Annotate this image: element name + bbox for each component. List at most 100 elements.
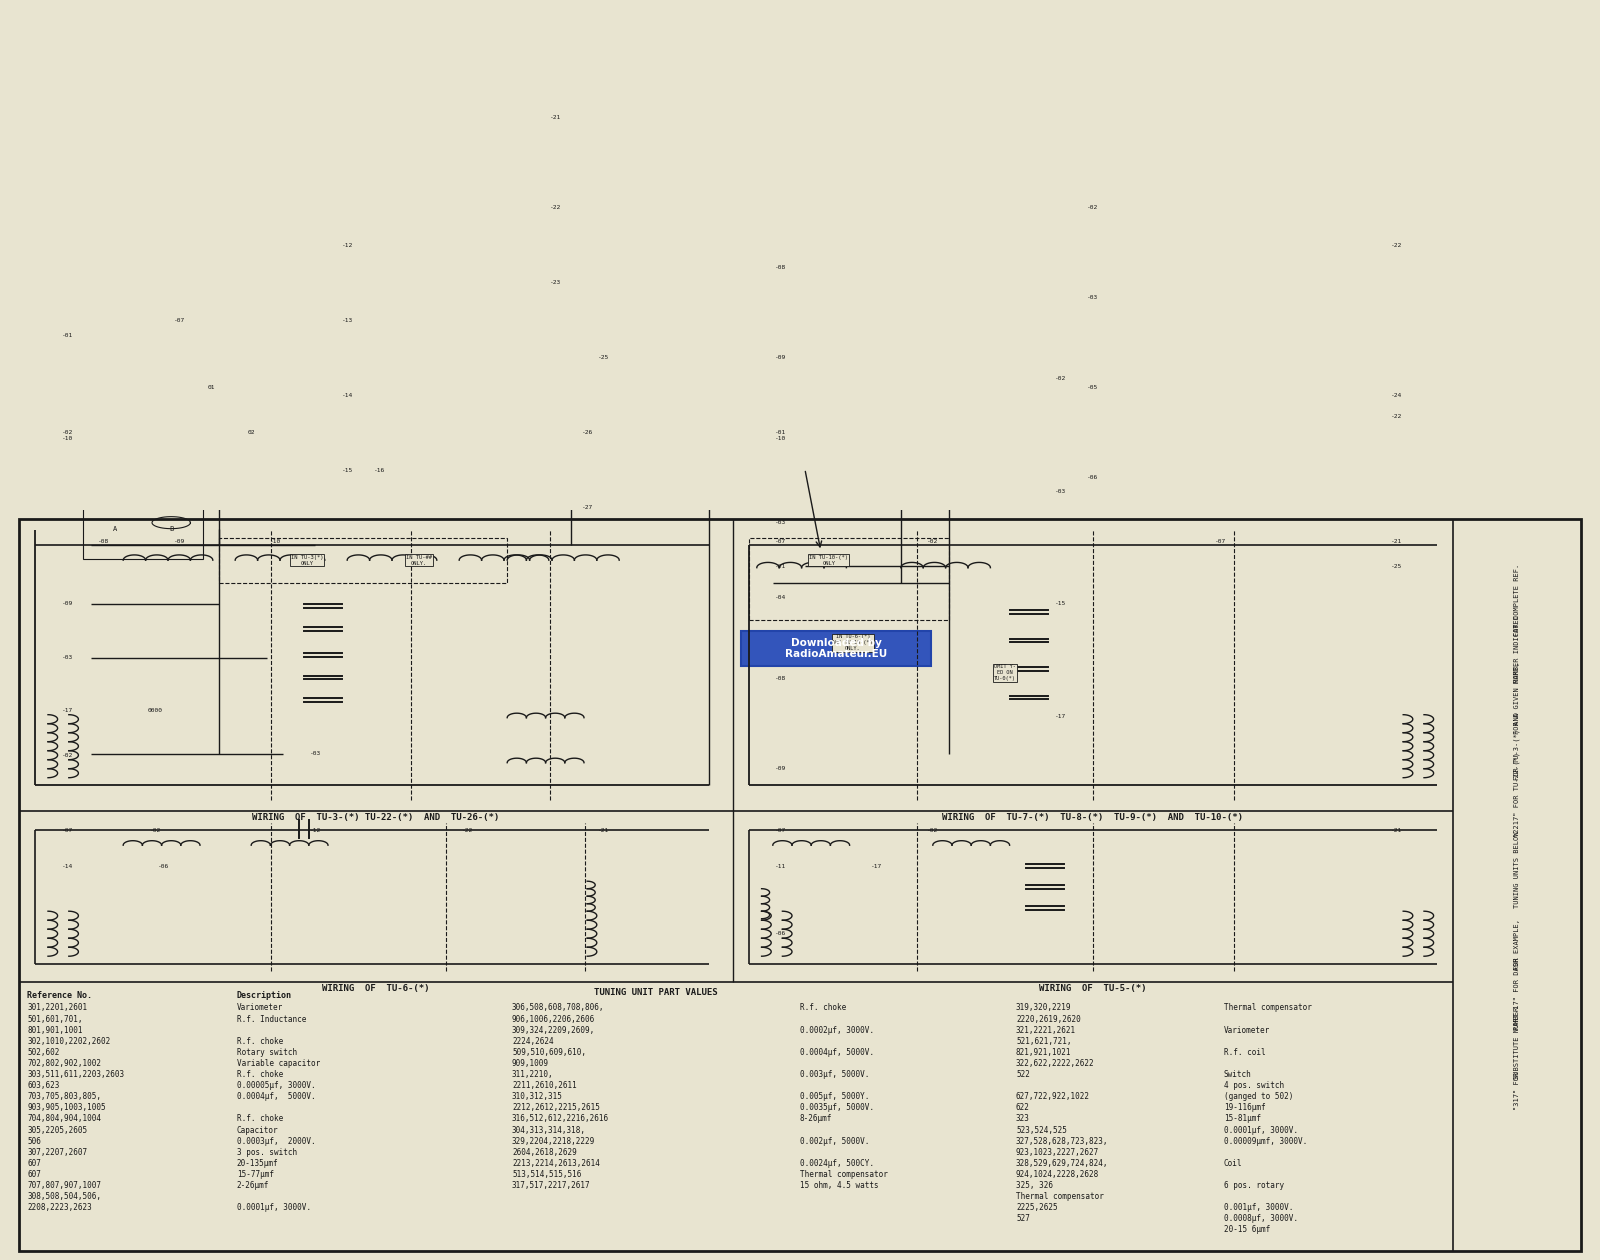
Text: 0.0004μf,  5000V.: 0.0004μf, 5000V. (237, 1092, 315, 1101)
Text: -22: -22 (1390, 243, 1403, 248)
Text: OMIT Y-
ED ON
TU-0(*): OMIT Y- ED ON TU-0(*) (994, 664, 1016, 680)
Text: -26: -26 (581, 430, 594, 435)
Text: Thermal compensator: Thermal compensator (800, 1171, 888, 1179)
Text: -09: -09 (774, 355, 787, 360)
Text: -07: -07 (1214, 539, 1227, 544)
Text: 0.0008μf, 3000V.: 0.0008μf, 3000V. (1224, 1215, 1298, 1223)
Text: WIRING  OF  TU-7-(*)  TU-8-(*)  TU-9-(*)  AND  TU-10-(*): WIRING OF TU-7-(*) TU-8-(*) TU-9-(*) AND… (942, 813, 1243, 822)
Text: -24: -24 (1390, 393, 1403, 398)
Text: -17: -17 (1054, 713, 1067, 718)
Text: -02: -02 (61, 752, 74, 757)
Text: -07: -07 (774, 539, 787, 544)
Text: -27: -27 (581, 505, 594, 510)
Text: 527: 527 (1016, 1215, 1030, 1223)
Text: 627,722,922,1022: 627,722,922,1022 (1016, 1092, 1090, 1101)
Text: 509,510,609,610,: 509,510,609,610, (512, 1048, 586, 1057)
Text: 2220,2619,2620: 2220,2619,2620 (1016, 1014, 1080, 1023)
Text: 6 pos. rotary: 6 pos. rotary (1224, 1181, 1285, 1191)
Text: Rotary switch: Rotary switch (237, 1048, 298, 1057)
Text: -22: -22 (461, 828, 474, 833)
Text: SUBSTITUTE NUMBER: SUBSTITUTE NUMBER (1514, 1007, 1520, 1079)
Text: 328,529,629,724,824,: 328,529,629,724,824, (1016, 1159, 1109, 1168)
Text: Capacitor: Capacitor (237, 1125, 278, 1134)
Text: -11: -11 (774, 863, 787, 868)
Text: -15: -15 (1054, 601, 1067, 606)
Text: -08: -08 (774, 677, 787, 682)
Text: -10: -10 (774, 436, 787, 441)
Text: 906,1006,2206,2606: 906,1006,2206,2606 (512, 1014, 595, 1023)
Text: WIRING  OF  TU-5-(*): WIRING OF TU-5-(*) (1038, 984, 1147, 993)
Text: Variable capacitor: Variable capacitor (237, 1058, 320, 1068)
Text: -14: -14 (61, 863, 74, 868)
Text: 319,320,2219: 319,320,2219 (1016, 1003, 1072, 1013)
Text: 2224,2624: 2224,2624 (512, 1037, 554, 1046)
Text: Reference No.: Reference No. (27, 992, 93, 1000)
Text: 0.0001μf, 3000V.: 0.0001μf, 3000V. (237, 1203, 310, 1212)
Text: -02: -02 (1086, 205, 1099, 210)
Text: 329,2204,2218,2229: 329,2204,2218,2229 (512, 1137, 595, 1145)
Text: -07: -07 (774, 828, 787, 833)
Text: 3 pos. switch: 3 pos. switch (237, 1148, 298, 1157)
Text: "2217" FOR TU-22-(*): "2217" FOR TU-22-(*) (1514, 752, 1520, 838)
Text: 0.0024μf, 500CY.: 0.0024μf, 500CY. (800, 1159, 874, 1168)
Text: -08: -08 (98, 539, 110, 544)
Text: -21: -21 (549, 115, 562, 120)
Text: 0.0004μf, 5000V.: 0.0004μf, 5000V. (800, 1048, 874, 1057)
Text: Variometer: Variometer (237, 1003, 283, 1013)
Text: 0.005μf, 5000Y.: 0.005μf, 5000Y. (800, 1092, 869, 1101)
Text: 316,512,612,2216,2616: 316,512,612,2216,2616 (512, 1115, 610, 1124)
Text: 308,508,504,506,: 308,508,504,506, (27, 1192, 101, 1201)
Text: 301,2201,2601: 301,2201,2601 (27, 1003, 88, 1013)
Text: -07: -07 (173, 318, 186, 323)
Text: 302,1010,2202,2602: 302,1010,2202,2602 (27, 1037, 110, 1046)
Text: 15-77μmf: 15-77μmf (237, 1171, 274, 1179)
Text: -02: -02 (149, 828, 162, 833)
Text: 311,2210,: 311,2210, (512, 1070, 554, 1079)
Text: Switch: Switch (1224, 1070, 1251, 1079)
Text: -03: -03 (1086, 295, 1099, 300)
Text: R.f. Inductance: R.f. Inductance (237, 1014, 306, 1023)
Text: -22: -22 (549, 205, 562, 210)
Text: IN TU-3(*)
ONLY: IN TU-3(*) ONLY (291, 554, 323, 566)
Bar (83, 499, 203, 558)
Text: -15: -15 (341, 467, 354, 472)
Text: -12: -12 (309, 828, 322, 833)
Text: 2208,2223,2623: 2208,2223,2623 (27, 1203, 91, 1212)
Text: -21: -21 (1390, 539, 1403, 544)
Text: 303,511,611,2203,2603: 303,511,611,2203,2603 (27, 1070, 125, 1079)
Text: 522: 522 (1016, 1070, 1030, 1079)
FancyBboxPatch shape (741, 631, 931, 667)
Text: -04: -04 (774, 595, 787, 600)
Text: 306,508,608,708,806,: 306,508,608,708,806, (512, 1003, 605, 1013)
Text: -13: -13 (341, 318, 354, 323)
Text: -02: -02 (1054, 377, 1067, 381)
Text: 327,528,628,723,823,: 327,528,628,723,823, (1016, 1137, 1109, 1145)
Text: 707,807,907,1007: 707,807,907,1007 (27, 1181, 101, 1191)
Text: 323: 323 (1016, 1115, 1030, 1124)
Text: R.f. choke: R.f. choke (237, 1070, 283, 1079)
Text: 305,2205,2605: 305,2205,2605 (27, 1125, 88, 1134)
Text: 2604,2618,2629: 2604,2618,2629 (512, 1148, 576, 1157)
Text: -17: -17 (61, 708, 74, 713)
Text: 325, 326: 325, 326 (1016, 1181, 1053, 1191)
Text: -01: -01 (774, 563, 787, 568)
Text: -09: -09 (173, 539, 186, 544)
Bar (219, 538, 507, 582)
Text: 321,2221,2621: 321,2221,2621 (1016, 1026, 1077, 1034)
Text: 909,1009: 909,1009 (512, 1058, 549, 1068)
Text: R.f. choke: R.f. choke (237, 1037, 283, 1046)
Text: WIRING  OF  TU-6-(*): WIRING OF TU-6-(*) (322, 984, 430, 993)
Text: 704,804,904,1004: 704,804,904,1004 (27, 1115, 101, 1124)
Text: 521,621,721,: 521,621,721, (1016, 1037, 1072, 1046)
Text: -21: -21 (597, 828, 610, 833)
Text: 309,324,2209,2609,: 309,324,2209,2609, (512, 1026, 595, 1034)
Text: R.f. choke: R.f. choke (237, 1115, 283, 1124)
Text: -02: -02 (926, 828, 939, 833)
Text: -09: -09 (774, 766, 787, 771)
Text: -06: -06 (774, 931, 787, 936)
Text: IN TU-##
ONLY.: IN TU-## ONLY. (406, 554, 432, 566)
Text: 506: 506 (27, 1137, 42, 1145)
Text: -06: -06 (157, 863, 170, 868)
Text: -14: -14 (341, 393, 354, 398)
Text: 322,622,2222,2622: 322,622,2222,2622 (1016, 1058, 1094, 1068)
